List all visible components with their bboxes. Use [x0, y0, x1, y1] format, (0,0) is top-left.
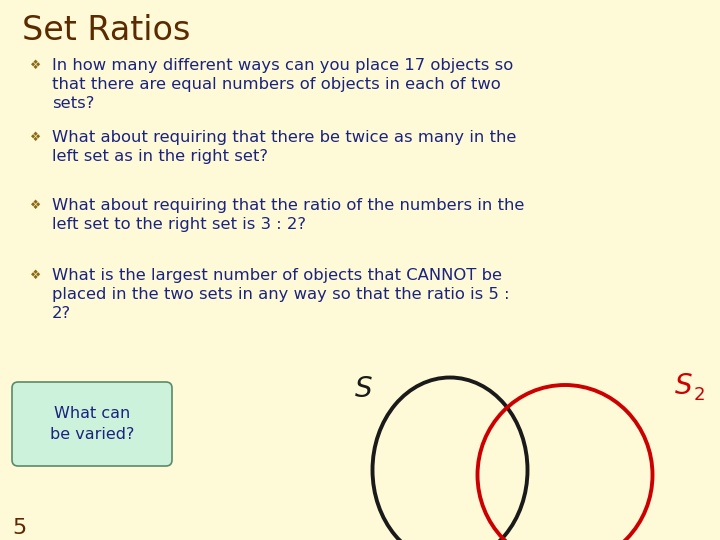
- Text: What about requiring that there be twice as many in the
left set as in the right: What about requiring that there be twice…: [52, 130, 516, 164]
- Text: ❖: ❖: [30, 59, 41, 72]
- Text: ❖: ❖: [30, 199, 41, 212]
- Text: What about requiring that the ratio of the numbers in the
left set to the right : What about requiring that the ratio of t…: [52, 198, 524, 232]
- Text: In how many different ways can you place 17 objects so
that there are equal numb: In how many different ways can you place…: [52, 58, 513, 111]
- Text: 5: 5: [12, 518, 26, 538]
- Text: What can
be varied?: What can be varied?: [50, 406, 134, 442]
- Text: S: S: [355, 375, 373, 403]
- Text: ❖: ❖: [30, 131, 41, 144]
- Text: ❖: ❖: [30, 269, 41, 282]
- Text: S: S: [675, 372, 693, 400]
- Text: 2: 2: [694, 386, 706, 404]
- Text: What is the largest number of objects that CANNOT be
placed in the two sets in a: What is the largest number of objects th…: [52, 268, 510, 321]
- FancyBboxPatch shape: [12, 382, 172, 466]
- Text: Set Ratios: Set Ratios: [22, 14, 190, 47]
